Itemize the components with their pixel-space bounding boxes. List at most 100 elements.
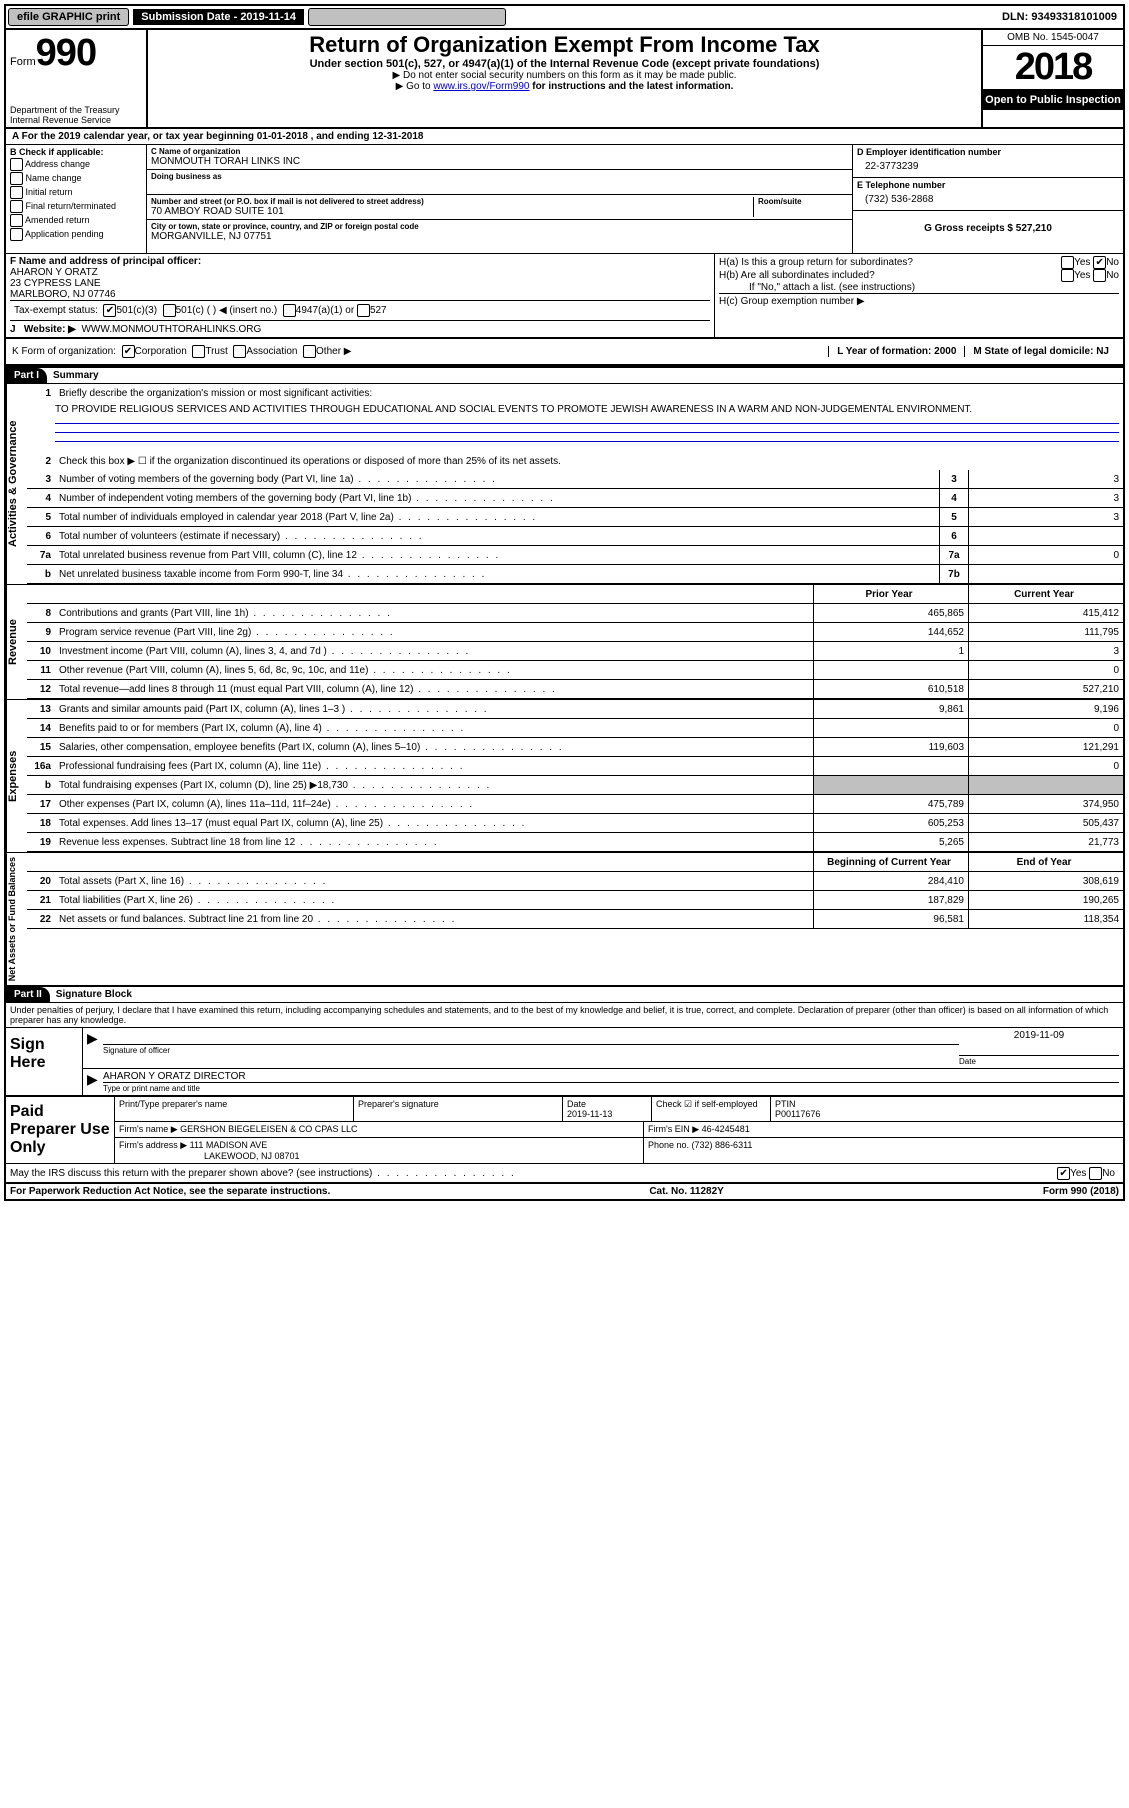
curr-val: 3	[968, 642, 1123, 660]
dept-treasury: Department of the Treasury	[10, 105, 142, 115]
ha-no[interactable]: ✔	[1093, 256, 1106, 269]
section-f: F Name and address of principal officer:…	[6, 254, 714, 337]
vert-revenue: Revenue	[6, 585, 27, 699]
date-field: Date	[959, 1055, 1119, 1066]
curr-val: 118,354	[968, 910, 1123, 928]
line-val: 3	[968, 508, 1123, 526]
summary-line: bNet unrelated business taxable income f…	[27, 565, 1123, 584]
form-number: 990	[36, 32, 96, 74]
street-address: 70 AMBOY ROAD SUITE 101	[151, 206, 753, 217]
form-ref: Form 990 (2018)	[1043, 1186, 1119, 1197]
line-text: Total expenses. Add lines 13–17 (must eq…	[55, 817, 813, 830]
arrow-icon: ▶	[87, 1030, 103, 1066]
prep-date: 2019-11-13	[567, 1109, 612, 1119]
summary-line: 10Investment income (Part VIII, column (…	[27, 642, 1123, 661]
irs: Internal Revenue Service	[10, 115, 142, 125]
summary-line: 5Total number of individuals employed in…	[27, 508, 1123, 527]
prior-val: 144,652	[813, 623, 968, 641]
irs-link[interactable]: www.irs.gov/Form990	[433, 81, 529, 92]
summary-line: 3Number of voting members of the governi…	[27, 470, 1123, 489]
prior-val: 465,865	[813, 604, 968, 622]
chk-527[interactable]	[357, 304, 370, 317]
city-label: City or town, state or province, country…	[151, 222, 848, 231]
signature-block: Sign Here ▶ Signature of officer 2019-11…	[6, 1027, 1123, 1095]
gross-receipts: G Gross receipts $ 527,210	[924, 223, 1052, 234]
chk-assoc[interactable]	[233, 345, 246, 358]
summary-line: 7aTotal unrelated business revenue from …	[27, 546, 1123, 565]
officer-addr1: 23 CYPRESS LANE	[10, 278, 101, 289]
curr-val: 121,291	[968, 738, 1123, 756]
prior-val: 284,410	[813, 872, 968, 890]
discuss-yes[interactable]: ✔	[1057, 1167, 1070, 1180]
prior-val: 610,518	[813, 680, 968, 698]
curr-val: 308,619	[968, 872, 1123, 890]
officer-name: AHARON Y ORATZ	[10, 267, 98, 278]
net-assets-section: Net Assets or Fund Balances Beginning of…	[6, 852, 1123, 985]
line-box: 7b	[939, 565, 968, 583]
k-label: K Form of organization:	[12, 346, 116, 357]
mission-text: TO PROVIDE RELIGIOUS SERVICES AND ACTIVI…	[55, 404, 972, 415]
self-employed: Check ☑ if self-employed	[652, 1097, 771, 1121]
perjury-statement: Under penalties of perjury, I declare th…	[6, 1003, 1123, 1027]
q2: Check this box ▶ ☐ if the organization d…	[55, 455, 1123, 468]
chk-501c[interactable]	[163, 304, 176, 317]
line-text: Other revenue (Part VIII, column (A), li…	[55, 664, 813, 677]
chk-corp[interactable]: ✔	[122, 345, 135, 358]
curr-val	[968, 776, 1123, 794]
line-text: Contributions and grants (Part VIII, lin…	[55, 607, 813, 620]
vert-expenses: Expenses	[6, 700, 27, 852]
line-val: 0	[968, 546, 1123, 564]
part-i-badge: Part I	[6, 368, 47, 383]
line-text: Professional fundraising fees (Part IX, …	[55, 760, 813, 773]
line-box: 5	[939, 508, 968, 526]
sig-officer-field: Signature of officer	[103, 1044, 959, 1055]
hb-yes[interactable]	[1061, 269, 1074, 282]
line-text: Other expenses (Part IX, column (A), lin…	[55, 798, 813, 811]
ha-yes[interactable]	[1061, 256, 1074, 269]
summary-line: 15Salaries, other compensation, employee…	[27, 738, 1123, 757]
header-mid: Return of Organization Exempt From Incom…	[148, 30, 981, 127]
summary-line: 21Total liabilities (Part X, line 26)187…	[27, 891, 1123, 910]
discuss-no[interactable]	[1089, 1167, 1102, 1180]
chk-name-change[interactable]: Name change	[10, 172, 142, 185]
line-val: 3	[968, 470, 1123, 488]
firm-ein: 46-4245481	[702, 1124, 750, 1134]
k-form-row: K Form of organization: ✔ Corporation Tr…	[6, 338, 1123, 366]
efile-print-btn[interactable]: efile GRAPHIC print	[8, 8, 129, 26]
prior-val: 605,253	[813, 814, 968, 832]
line-box: 4	[939, 489, 968, 507]
summary-line: 16aProfessional fundraising fees (Part I…	[27, 757, 1123, 776]
vert-activities: Activities & Governance	[6, 384, 27, 584]
line-val	[968, 527, 1123, 545]
activities-governance: Activities & Governance 1Briefly describ…	[6, 384, 1123, 584]
chk-initial-return[interactable]: Initial return	[10, 186, 142, 199]
line-text: Revenue less expenses. Subtract line 18 …	[55, 836, 813, 849]
vert-net: Net Assets or Fund Balances	[6, 853, 27, 985]
header-left: Form990 Department of the Treasury Inter…	[6, 30, 148, 127]
line-text: Salaries, other compensation, employee b…	[55, 741, 813, 754]
chk-4947[interactable]	[283, 304, 296, 317]
org-name: MONMOUTH TORAH LINKS INC	[151, 156, 848, 167]
chk-other[interactable]	[303, 345, 316, 358]
chk-app-pending[interactable]: Application pending	[10, 228, 142, 241]
officer-h-section: F Name and address of principal officer:…	[6, 254, 1123, 338]
section-b-checkboxes: B Check if applicable: Address change Na…	[6, 145, 147, 253]
curr-val: 21,773	[968, 833, 1123, 851]
curr-val: 111,795	[968, 623, 1123, 641]
chk-address-change[interactable]: Address change	[10, 158, 142, 171]
blank-btn[interactable]	[308, 8, 506, 26]
prep-name-label: Print/Type preparer's name	[115, 1097, 354, 1121]
ptin: P00117676	[775, 1109, 820, 1119]
chk-501c3[interactable]: ✔	[103, 304, 116, 317]
prior-val: 9,861	[813, 700, 968, 718]
line-box: 7a	[939, 546, 968, 564]
chk-final-return[interactable]: Final return/terminated	[10, 200, 142, 213]
ein: 22-3773239	[857, 157, 1119, 172]
col-current: Current Year	[968, 585, 1123, 603]
curr-val: 9,196	[968, 700, 1123, 718]
chk-trust[interactable]	[192, 345, 205, 358]
summary-line: 9Program service revenue (Part VIII, lin…	[27, 623, 1123, 642]
chk-amended[interactable]: Amended return	[10, 214, 142, 227]
line-box: 6	[939, 527, 968, 545]
hb-no[interactable]	[1093, 269, 1106, 282]
